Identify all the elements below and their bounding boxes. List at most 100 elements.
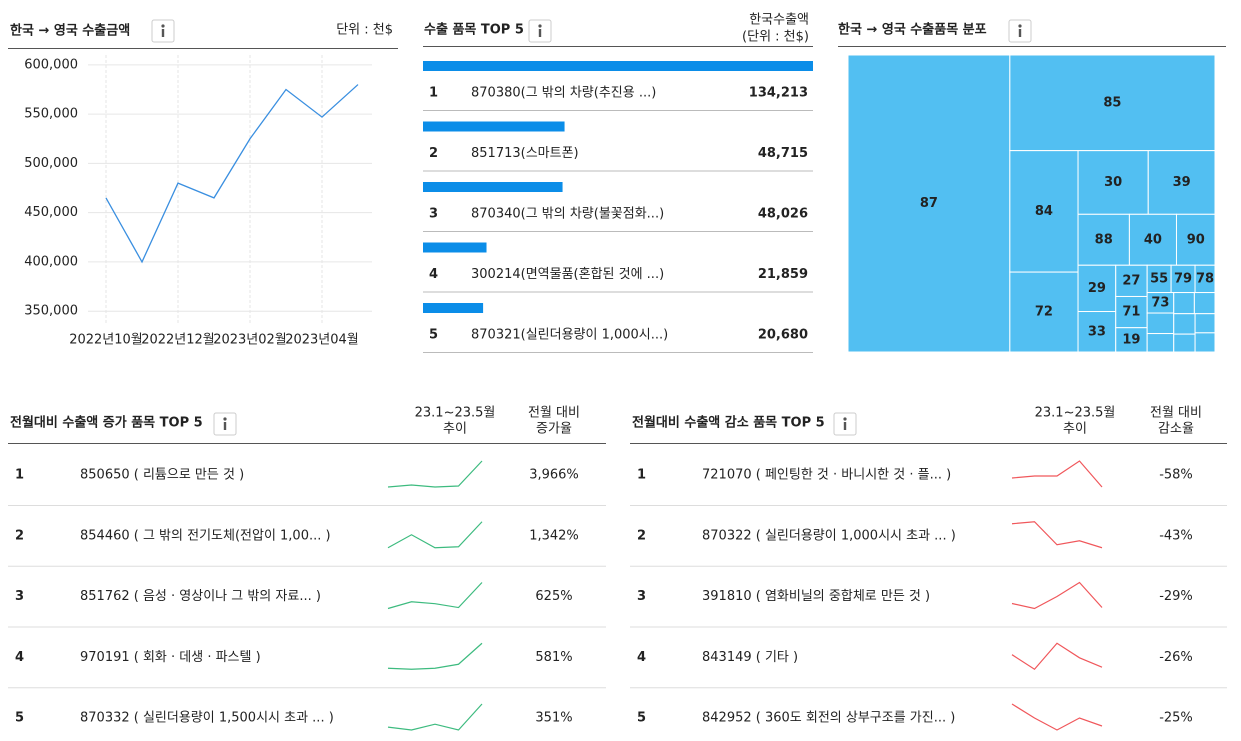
sparkline [1011,521,1103,549]
value-label: 21,859 [758,267,808,282]
column-header: 전월 대비 [528,406,580,421]
y-tick-label: 400,000 [24,254,78,269]
change-label: 1,342% [529,528,579,543]
treemap-cell [1077,150,1149,215]
sparkline [387,703,483,731]
rank: 5 [15,711,24,726]
bar [423,182,563,192]
rank: 3 [637,589,646,604]
chart-title: 한국 → 영국 수출품목 분포 [838,22,987,38]
treemap-cell [847,54,1011,353]
item-label: 870340(그 밖의 차량(불꽃점화...) [471,207,664,222]
treemap-cell [1175,213,1216,266]
info-icon[interactable] [1008,19,1032,43]
value-label: 134,213 [749,86,808,101]
column-header: 추이 [443,422,467,437]
cell-label: 30 [1104,175,1122,190]
cell-label: 29 [1088,281,1106,296]
change-label: 3,966% [529,468,579,483]
rank: 1 [637,468,646,483]
rank: 4 [15,650,24,665]
change-label: -43% [1159,528,1193,543]
treemap-cell [1128,213,1177,266]
sparkline [1011,460,1103,488]
value-label: 48,715 [758,146,808,161]
info-icon[interactable] [528,19,552,43]
item-label: 870332 ( 실린더용량이 1,500시시 초과 ... ) [80,711,334,726]
cell-label: 33 [1088,324,1106,339]
treemap-cell [1115,264,1148,297]
sparkline [1011,703,1103,731]
treemap-cell [1077,213,1130,266]
info-icons [151,19,1032,436]
column-header: 23.1~23.5월 [415,406,496,421]
item-label: 854460 ( 그 밖의 전기도체(전압이 1,00... ) [80,528,331,543]
item-label: 843149 ( 기타 ) [702,650,798,665]
treemap-cell [1173,333,1196,353]
treemap-cell [1173,292,1195,315]
item-label: 850650 ( 리튬으로 만든 것 ) [80,468,244,483]
info-icon[interactable] [213,412,237,436]
item-label: 842952 ( 360도 회전의 상부구조를 가진... ) [702,711,955,726]
section-rules [8,46,1227,444]
change-label: 581% [535,650,572,665]
rank: 2 [15,528,24,543]
cell-label: 72 [1035,305,1053,320]
treemap-cell [1193,292,1216,315]
chart-title: 수출 품목 TOP 5 [424,22,524,38]
x-tick-label: 2023년04월 [285,333,359,348]
item-label: 851713(스마트폰) [471,146,579,161]
change-label: -58% [1159,468,1193,483]
rank: 4 [429,267,438,282]
sparkline [387,582,483,610]
value-label: 48,026 [758,207,808,222]
bar [423,242,487,253]
sparkline [387,460,483,488]
bar [423,303,484,313]
change-label: 351% [535,711,572,726]
cell-label: 90 [1187,232,1205,247]
item-label: 851762 ( 음성 · 영상이나 그 밖의 자료... ) [80,589,321,604]
info-icon[interactable] [833,412,857,436]
y-tick-label: 550,000 [24,107,78,122]
item-label: 721070 ( 페인팅한 것 · 바니시한 것 · 플... ) [702,468,951,483]
treemap-cell [1194,332,1216,353]
rank: 3 [429,207,438,222]
cell-label: 79 [1174,271,1192,286]
column-header: 증가율 [536,422,572,437]
change-label: -25% [1159,711,1193,726]
chart-title: 한국 → 영국 수출금액 [10,23,130,39]
cell-label: 55 [1150,271,1168,286]
info-icon[interactable] [151,19,175,43]
item-label: 391810 ( 염화비닐의 중합체로 만든 것 ) [702,589,930,604]
treemap-cell [1115,327,1148,353]
treemap-cell [1009,150,1079,273]
column-header: 추이 [1063,422,1087,437]
x-tick-label: 2022년12월 [141,333,215,348]
cell-label: 85 [1103,95,1121,110]
change-label: 625% [535,589,572,604]
rank: 1 [15,468,24,483]
item-label: 870321(실린더용량이 1,000시...) [471,328,668,343]
treemap-cell [1115,295,1148,329]
table-title: 전월대비 수출액 감소 품목 TOP 5 [632,415,825,431]
cell-label: 40 [1144,232,1162,247]
table-title: 전월대비 수출액 증가 품목 TOP 5 [10,415,203,431]
rank: 2 [429,146,438,161]
cell-label: 39 [1173,175,1191,190]
y-tick-label: 600,000 [24,57,78,72]
treemap-cell [1194,313,1216,334]
column-header: 감소율 [1158,422,1194,437]
treemap-cell [1147,150,1216,215]
y-tick-label: 500,000 [24,156,78,171]
rank: 5 [429,328,438,343]
cell-label: 73 [1151,295,1169,310]
rank: 4 [637,650,646,665]
sparkline [387,521,483,549]
cell-label: 19 [1122,332,1140,347]
cell-label: 27 [1122,273,1140,288]
treemap-cell [1146,312,1175,335]
cell-label: 71 [1122,305,1140,320]
cell-label: 84 [1035,204,1053,219]
